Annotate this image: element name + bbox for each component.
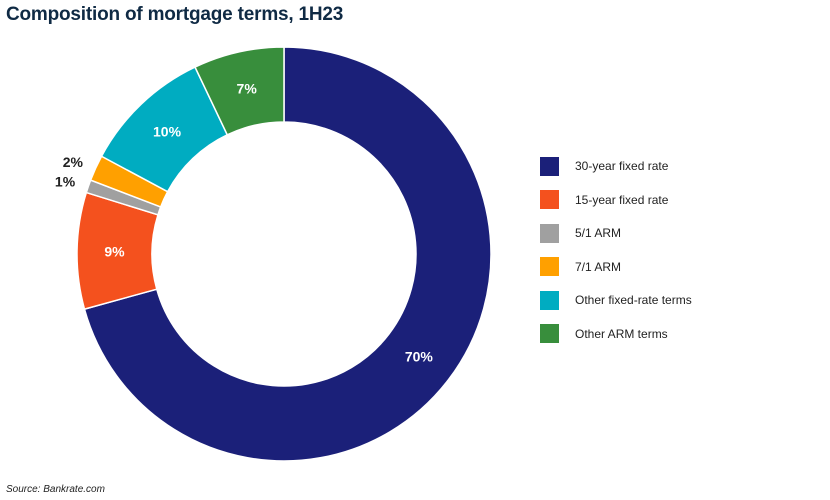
legend-label: 30-year fixed rate xyxy=(575,159,669,173)
legend-item-5-1-arm: 5/1 ARM xyxy=(540,223,692,243)
legend-label: Other fixed-rate terms xyxy=(575,293,692,307)
legend-item-7-1-arm: 7/1 ARM xyxy=(540,257,692,277)
legend-item-other-fixed-rate-terms: Other fixed-rate terms xyxy=(540,290,692,310)
data-label-other-fixed-rate-terms: 10% xyxy=(153,123,182,139)
legend-swatch xyxy=(540,324,559,343)
legend-label: 7/1 ARM xyxy=(575,259,622,274)
data-label-5-1-arm: 1% xyxy=(55,174,76,190)
legend-label: Other ARM terms xyxy=(575,326,668,341)
legend-item-other-arm-terms: Other ARM terms xyxy=(540,324,692,344)
legend-swatch xyxy=(540,223,559,243)
data-label-30-year-fixed-rate: 70% xyxy=(405,349,434,365)
legend-item-15-year-fixed-rate: 15-year fixed rate xyxy=(540,190,692,210)
legend: 30-year fixed rate 15-year fixed rate 5/1 … xyxy=(540,156,692,357)
slice-other-arm-terms xyxy=(194,46,285,136)
legend-swatch xyxy=(540,257,559,276)
data-label-other-arm-terms: 7% xyxy=(237,81,258,97)
legend-item-30-year-fixed-rate: 30-year fixed rate xyxy=(540,156,692,176)
data-label-15-year-fixed-rate: 9% xyxy=(104,243,125,259)
source-note: Source: Bankrate.com xyxy=(6,484,105,495)
legend-swatch xyxy=(540,156,559,176)
legend-swatch xyxy=(540,190,559,209)
slice-30-year-fixed-rate xyxy=(83,46,492,462)
legend-label: 5/1 ARM xyxy=(575,226,622,240)
data-label-7-1-arm: 2% xyxy=(63,154,84,170)
chart-title: Composition of mortgage terms, 1H23 xyxy=(6,4,344,25)
legend-label: 15-year fixed rate xyxy=(575,192,669,207)
legend-swatch xyxy=(540,290,559,310)
